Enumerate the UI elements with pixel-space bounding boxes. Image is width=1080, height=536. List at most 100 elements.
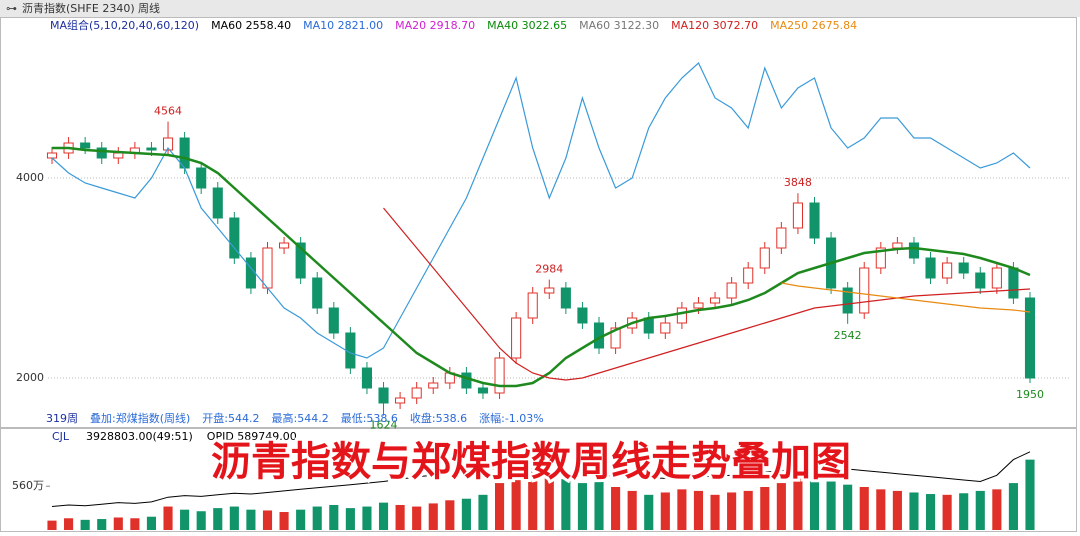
plot: MA组合(5,10,20,40,60,120) MA60 2558.40 MA10 …	[12, 18, 1070, 530]
info-text: 最低:538.6	[341, 412, 398, 425]
volume-bar	[246, 509, 256, 530]
volume-bar	[445, 500, 455, 530]
candle-body	[527, 292, 538, 319]
volume-bar	[876, 489, 886, 530]
volume-bar	[925, 494, 936, 530]
candle-body	[328, 307, 339, 334]
candle-body	[295, 242, 306, 279]
volume-bar	[229, 506, 239, 530]
volume-bar	[528, 459, 538, 530]
candle-body	[942, 262, 953, 279]
y-tick-label: 4000	[16, 171, 44, 184]
candle-body	[560, 287, 571, 309]
candle-body	[975, 272, 986, 289]
candle-body	[958, 262, 969, 274]
volume-bar	[992, 489, 1002, 530]
volume-bar	[213, 508, 223, 530]
candle-body	[544, 287, 555, 294]
candle-body	[96, 147, 107, 159]
candle-body	[577, 307, 588, 324]
ma-legend: MA10 2821.00	[303, 19, 383, 32]
volume-bar	[279, 512, 289, 530]
candle-body	[759, 247, 770, 269]
ma-legend: MA60 2558.40	[211, 19, 291, 32]
volume-bar	[1008, 483, 1018, 530]
volume-bar	[345, 508, 355, 530]
candle-body	[378, 387, 389, 404]
extreme-label: 2984	[535, 263, 563, 276]
volume-bar	[312, 506, 322, 530]
volume-header: 3928803.00(49:51)	[86, 430, 193, 443]
ma-legend: MA250 2675.84	[770, 19, 857, 32]
candle-body	[511, 317, 522, 359]
ma-legend: MA60 3122.30	[579, 19, 659, 32]
volume-bar	[329, 504, 339, 530]
candle-body	[196, 167, 207, 189]
candle-body	[925, 257, 936, 279]
info-text: 最高:544.2	[272, 411, 329, 425]
volume-bar	[428, 503, 438, 530]
volume-bar	[959, 493, 969, 530]
candle-body	[809, 202, 820, 239]
candle-body	[709, 297, 721, 304]
candle-body	[461, 372, 472, 389]
candle-body	[693, 302, 704, 309]
volume-bar	[362, 506, 372, 530]
volume-bar	[478, 494, 488, 530]
info-text: 收盘:538.6	[410, 411, 467, 425]
volume-bar	[594, 475, 604, 530]
volume-bar	[809, 479, 820, 530]
opid-line	[51, 451, 1031, 507]
info-text: 叠加:郑煤指数(周线)	[90, 411, 190, 425]
volume-bar	[146, 516, 157, 530]
volume-bar	[180, 509, 190, 530]
info-text: 开盘:544.2	[202, 411, 259, 425]
volume-bar	[262, 510, 273, 530]
candle-body	[991, 267, 1002, 289]
volume-bar	[727, 492, 737, 530]
volume-bar	[196, 511, 206, 530]
candle-body	[908, 242, 920, 259]
candle-body	[395, 397, 406, 404]
volume-bar	[743, 490, 753, 530]
series-line	[781, 282, 1031, 313]
candle-body	[1008, 267, 1019, 299]
candle-body	[146, 147, 157, 151]
volume-bar	[710, 494, 720, 530]
candle-body	[428, 382, 439, 389]
volume-bar	[975, 490, 985, 530]
candle-body	[477, 387, 489, 394]
volume-bar	[130, 518, 140, 530]
volume-bar	[64, 518, 74, 530]
candle-body	[212, 187, 223, 219]
series-line	[383, 207, 1031, 381]
volume-bar	[378, 502, 389, 530]
extreme-label: 2542	[834, 329, 862, 342]
extreme-label: 4564	[154, 105, 182, 118]
ma-legend: MA120 3072.70	[671, 19, 758, 32]
ma-legend: MA40 3022.65	[487, 19, 567, 32]
candle-body	[660, 322, 671, 334]
volume-bar	[163, 506, 173, 530]
candle-body	[1024, 297, 1036, 379]
candle-body	[279, 242, 290, 249]
period[interactable]: 周线	[138, 1, 160, 15]
extreme-label: 1950	[1016, 388, 1044, 401]
candle-body	[610, 327, 621, 349]
candle-body	[676, 307, 687, 324]
candle-body	[162, 137, 174, 151]
ma-legend: MA组合(5,10,20,40,60,120)	[50, 18, 199, 32]
candle-body	[262, 247, 273, 289]
volume-bar	[859, 487, 869, 530]
volume-bar	[677, 489, 687, 530]
price-frame	[0, 17, 1077, 428]
candle-body	[892, 242, 903, 249]
volume-bar	[577, 483, 587, 530]
volume-bar	[660, 492, 670, 530]
candle-body	[312, 277, 323, 309]
candle-body	[842, 287, 853, 314]
ma-legend: MA20 2918.70	[395, 19, 475, 32]
info-text: 涨幅:-1.03%	[479, 412, 544, 425]
candle-body	[411, 387, 422, 399]
